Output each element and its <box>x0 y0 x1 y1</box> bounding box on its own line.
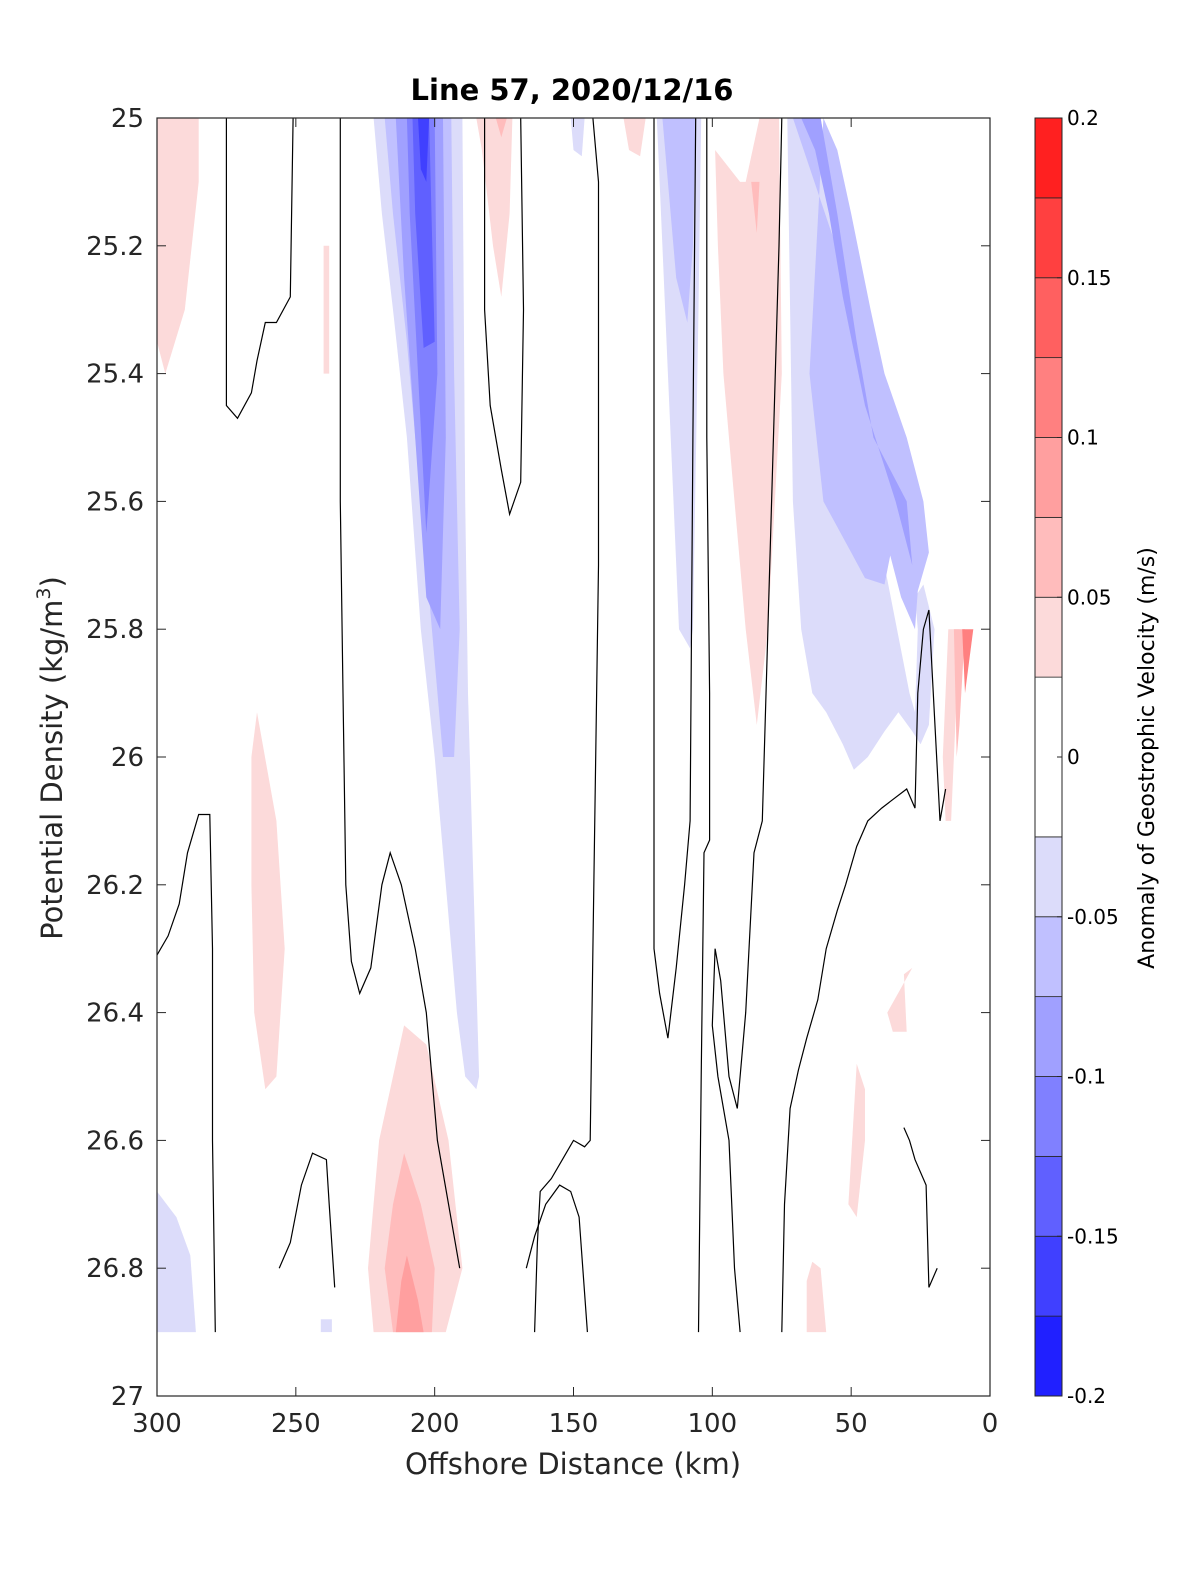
colorbar-band-13 <box>1035 198 1062 278</box>
y-axis-label-sup: 3 <box>33 587 55 599</box>
colorbar-band-3 <box>1035 1077 1062 1157</box>
colorbar-label: Anomaly of Geostrophic Velocity (m/s) <box>1135 547 1160 969</box>
y-tick-label: 26 <box>111 743 144 773</box>
colorbar-tick-label: -0.1 <box>1067 1065 1106 1089</box>
colorbar-tick-label: -0.05 <box>1067 905 1119 929</box>
y-tick-label: 26.4 <box>86 999 144 1029</box>
zero-contour-9 <box>699 118 710 1332</box>
colorbar-band-14 <box>1035 118 1062 198</box>
y-axis-label-main: Potential Density (kg/m <box>35 600 69 940</box>
colorbar-tick-label: 0.15 <box>1067 266 1112 290</box>
y-tick-label: 27 <box>111 1382 144 1412</box>
colorbar-tick-label: -0.15 <box>1067 1224 1119 1248</box>
colorbar-tick-label: 0.05 <box>1067 585 1112 609</box>
colorbar-band-9 <box>1035 517 1062 597</box>
colorbar-band-4 <box>1035 997 1062 1077</box>
plot-area: 300 250 200 150 100 50 0 25 25.2 25.4 25.6 25.8 26 2… <box>86 104 998 1439</box>
contour-fill-27 <box>887 968 912 1032</box>
y-tick-label: 25.2 <box>86 232 144 262</box>
x-tick-label: 150 <box>549 1409 599 1439</box>
contour-fill-1 <box>321 1319 332 1332</box>
colorbar-band-10 <box>1035 438 1062 518</box>
zero-contour-11 <box>904 1128 937 1288</box>
y-axis-label: Potential Density (kg/m3) <box>33 576 69 940</box>
y-tick-label: 26.2 <box>86 871 144 901</box>
x-tick-label: 50 <box>835 1409 868 1439</box>
colorbar-tick-label: -0.2 <box>1067 1384 1106 1408</box>
y-tick-label: 26.8 <box>86 1254 144 1284</box>
contour-fill-30 <box>962 629 973 693</box>
contour-fill-0 <box>157 1192 196 1333</box>
zero-contour-1 <box>226 118 293 418</box>
colorbar-band-6 <box>1035 837 1062 917</box>
x-tick-label: 100 <box>688 1409 738 1439</box>
zero-contour-6 <box>535 118 599 1332</box>
colorbar-band-11 <box>1035 358 1062 438</box>
x-tick-label: 200 <box>410 1409 460 1439</box>
colorbar-band-12 <box>1035 278 1062 358</box>
colorbar-tick-label: 0.1 <box>1067 426 1099 450</box>
filled-contours <box>157 118 973 1332</box>
contour-fill-26 <box>848 1064 865 1217</box>
colorbar-band-8 <box>1035 597 1062 677</box>
colorbar-tick-label: 0 <box>1067 745 1080 769</box>
x-tick-label: 300 <box>132 1409 182 1439</box>
y-tick-label: 25.8 <box>86 615 144 645</box>
contour-fill-25 <box>807 1262 827 1332</box>
x-tick-label: 0 <box>982 1409 999 1439</box>
contour-fill-19 <box>715 118 782 725</box>
y-tick-label: 25 <box>111 104 144 134</box>
x-axis-label: Offshore Distance (km) <box>405 1447 741 1481</box>
chart-title: Line 57, 2020/12/16 <box>411 73 734 107</box>
y-tick-label: 25.6 <box>86 487 144 517</box>
zero-contour-3 <box>279 1153 335 1287</box>
contour-fill-16 <box>476 118 512 297</box>
colorbar-band-0 <box>1035 1316 1062 1396</box>
chart-figure: Line 57, 2020/12/16 300 250 200 150 100 50 0 2… <box>0 0 1200 1575</box>
y-tick-label: 26.6 <box>86 1126 144 1156</box>
colorbar-ticks: 0.2 0.15 0.1 0.05 0 -0.05 -0.1 -0.15 -0.2 <box>1057 106 1119 1408</box>
colorbar-tick-label: 0.2 <box>1067 106 1099 130</box>
y-axis-label-end: ) <box>35 576 69 587</box>
contour-fill-18 <box>624 118 646 156</box>
x-tick-label: 250 <box>271 1409 321 1439</box>
colorbar-band-2 <box>1035 1156 1062 1236</box>
colorbar: 0.2 0.15 0.1 0.05 0 -0.05 -0.1 -0.15 -0.2 Anomal… <box>1035 106 1160 1408</box>
colorbar-band-5 <box>1035 917 1062 997</box>
contour-fill-15 <box>324 246 330 374</box>
y-tick-label: 25.4 <box>86 360 144 390</box>
colorbar-band-1 <box>1035 1236 1062 1316</box>
contour-fill-8 <box>571 118 585 156</box>
contour-fill-21 <box>251 712 284 1089</box>
